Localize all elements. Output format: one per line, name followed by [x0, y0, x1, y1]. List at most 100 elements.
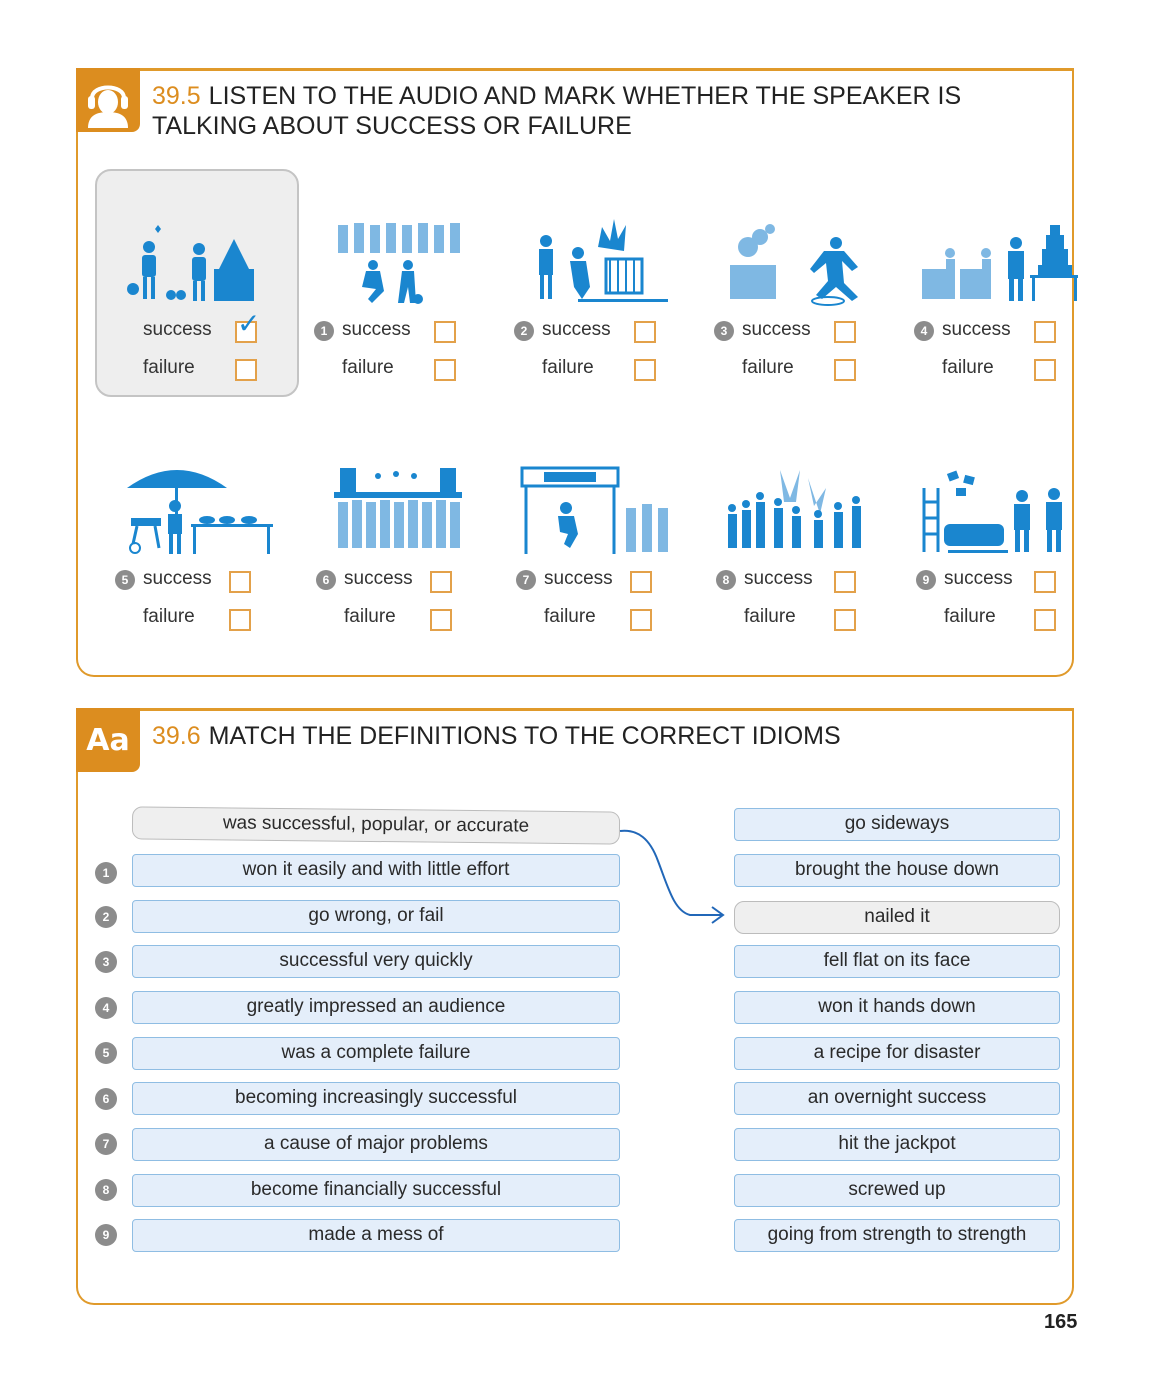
idiom-item[interactable]: hit the jackpot	[734, 1128, 1060, 1161]
question-item-8: 8 success failure	[696, 420, 900, 648]
option-failure: failure	[544, 604, 674, 630]
option-failure: failure	[344, 604, 474, 630]
failure-checkbox[interactable]	[430, 609, 452, 631]
option-label: success	[342, 317, 411, 343]
item-number-badge: 5	[115, 570, 135, 590]
definition-item[interactable]: go wrong, or fail	[132, 900, 620, 933]
definition-number-badge: 2	[95, 906, 117, 928]
question-item-3: 3 success failure	[696, 169, 900, 397]
kitchen-slip-illustration	[718, 207, 878, 307]
idiom-item[interactable]: a recipe for disaster	[734, 1037, 1060, 1070]
failure-checkbox[interactable]	[1034, 609, 1056, 631]
question-item-4: 4 success failure	[896, 169, 1100, 397]
option-failure: failure	[744, 604, 874, 630]
definition-item[interactable]: successful very quickly	[132, 945, 620, 978]
idiom-item[interactable]: going from strength to strength	[734, 1219, 1060, 1252]
option-success: success	[744, 566, 874, 592]
option-label: success	[744, 566, 813, 592]
baking-contest-illustration	[918, 207, 1078, 307]
burst-pipe-illustration	[518, 207, 678, 307]
definition-item[interactable]: become financially successful	[132, 1174, 620, 1207]
idiom-item[interactable]: go sideways	[734, 808, 1060, 841]
option-label: failure	[544, 604, 596, 630]
listening-tab	[76, 68, 140, 132]
item-number-badge: 9	[916, 570, 936, 590]
option-failure: failure	[944, 604, 1074, 630]
option-label: failure	[143, 355, 195, 381]
idiom-item[interactable]: fell flat on its face	[734, 945, 1060, 978]
option-success: success ✓	[143, 317, 273, 343]
vocabulary-tab: Aa	[76, 708, 140, 772]
definition-number-badge: 6	[95, 1088, 117, 1110]
option-success: success	[544, 566, 674, 592]
item-number-badge: 1	[314, 321, 334, 341]
option-label: success	[742, 317, 811, 343]
definition-item[interactable]: becoming increasingly successful	[132, 1082, 620, 1115]
option-label: success	[944, 566, 1013, 592]
option-success: success	[742, 317, 872, 343]
matching-exercise-section: Aa 39.6 MATCH THE DEFINITIONS TO THE CORR…	[76, 708, 1074, 1305]
option-label: failure	[143, 604, 195, 630]
option-failure: failure	[143, 355, 273, 381]
option-success: success	[342, 317, 472, 343]
failure-checkbox[interactable]	[1034, 359, 1056, 381]
idiom-item[interactable]: won it hands down	[734, 991, 1060, 1024]
option-failure: failure	[542, 355, 672, 381]
exercise-title: MATCH THE DEFINITIONS TO THE CORRECT IDI…	[209, 722, 841, 750]
success-checkbox[interactable]	[434, 321, 456, 343]
exercise-title: LISTEN TO THE AUDIO AND MARK WHETHER THE…	[152, 82, 961, 140]
award-ceremony-illustration	[718, 458, 878, 558]
success-checkbox[interactable]	[1034, 571, 1056, 593]
definition-number-badge: 3	[95, 951, 117, 973]
failure-checkbox[interactable]	[229, 609, 251, 631]
failure-checkbox[interactable]	[834, 359, 856, 381]
success-checkbox[interactable]	[1034, 321, 1056, 343]
option-label: success	[143, 317, 212, 343]
option-success: success	[542, 317, 672, 343]
option-label: failure	[344, 604, 396, 630]
definition-item[interactable]: was a complete failure	[132, 1037, 620, 1070]
success-checkbox[interactable]	[834, 571, 856, 593]
rainy-barbecue-illustration	[117, 458, 277, 558]
failure-checkbox[interactable]	[834, 609, 856, 631]
success-checkbox[interactable]	[630, 571, 652, 593]
exercise-number: 39.5	[152, 82, 201, 110]
option-label: failure	[944, 604, 996, 630]
option-label: success	[143, 566, 212, 592]
option-success: success	[944, 566, 1074, 592]
success-checkbox[interactable]	[229, 571, 251, 593]
definition-item[interactable]: made a mess of	[132, 1219, 620, 1252]
failure-checkbox[interactable]	[634, 359, 656, 381]
definition-number-badge: 5	[95, 1042, 117, 1064]
option-failure: failure	[342, 355, 472, 381]
option-label: success	[544, 566, 613, 592]
definition-item[interactable]: won it easily and with little effort	[132, 854, 620, 887]
option-label: failure	[942, 355, 994, 381]
idiom-item[interactable]: an overnight success	[734, 1082, 1060, 1115]
example-definition: was successful, popular, or accurate	[132, 806, 620, 844]
option-success: success	[942, 317, 1072, 343]
example-item: success ✓ failure	[95, 169, 299, 397]
idiom-item[interactable]: screwed up	[734, 1174, 1060, 1207]
option-failure: failure	[942, 355, 1072, 381]
option-label: failure	[542, 355, 594, 381]
option-success: success	[143, 566, 273, 592]
success-checkbox[interactable]	[430, 571, 452, 593]
success-checkbox[interactable]	[834, 321, 856, 343]
option-label: success	[344, 566, 413, 592]
option-failure: failure	[143, 604, 273, 630]
item-number-badge: 6	[316, 570, 336, 590]
option-label: failure	[342, 355, 394, 381]
exercise-number: 39.6	[152, 722, 201, 750]
failure-checkbox[interactable]	[434, 359, 456, 381]
failure-checkbox[interactable]	[630, 609, 652, 631]
definition-item[interactable]: greatly impressed an audience	[132, 991, 620, 1024]
vocabulary-aa-icon: Aa	[86, 723, 129, 758]
success-checkbox[interactable]	[634, 321, 656, 343]
idiom-item[interactable]: brought the house down	[734, 854, 1060, 887]
page-number: 165	[1044, 1311, 1077, 1334]
item-number-badge: 4	[914, 321, 934, 341]
definition-item[interactable]: a cause of major problems	[132, 1128, 620, 1161]
failure-checkbox[interactable]	[235, 359, 257, 381]
definition-number-badge: 9	[95, 1224, 117, 1246]
